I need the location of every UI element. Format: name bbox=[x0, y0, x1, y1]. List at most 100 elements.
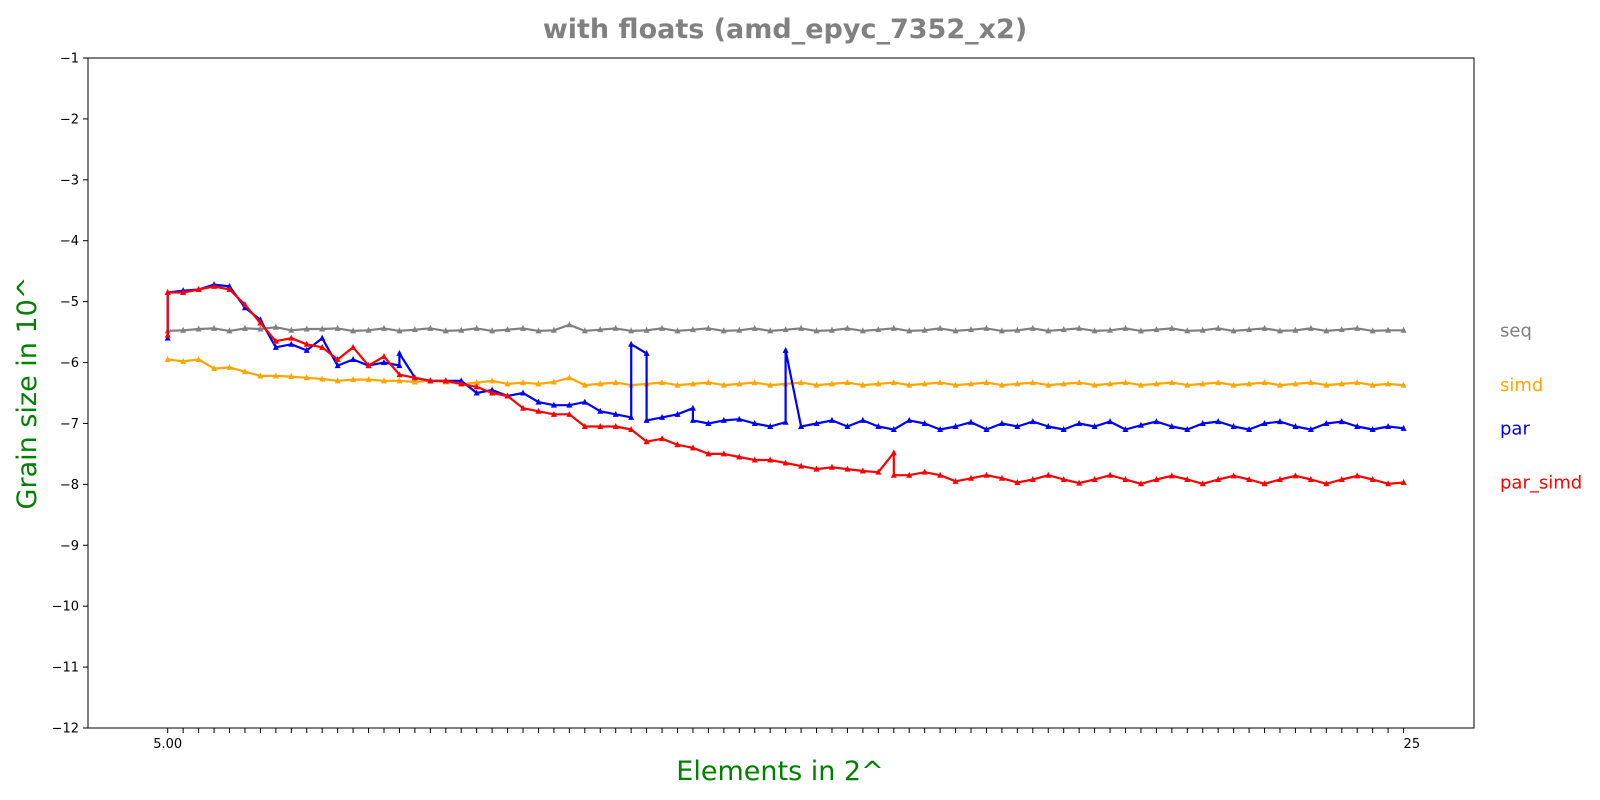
data-point bbox=[1168, 324, 1175, 331]
data-point bbox=[689, 326, 696, 333]
data-point bbox=[659, 324, 666, 331]
data-point bbox=[365, 376, 372, 383]
series-layer bbox=[164, 281, 1407, 487]
data-point bbox=[1076, 379, 1083, 386]
data-point bbox=[767, 327, 774, 334]
data-point bbox=[164, 334, 171, 341]
data-point bbox=[890, 426, 897, 433]
data-point bbox=[1230, 327, 1237, 334]
data-point bbox=[1369, 475, 1376, 482]
data-point bbox=[1307, 379, 1314, 386]
y-tick-label: −10 bbox=[52, 600, 79, 615]
x-tick-label-last: 25 bbox=[1404, 737, 1421, 752]
data-point bbox=[1261, 379, 1268, 386]
data-point bbox=[659, 435, 666, 442]
x-tick-label-first: 5.00 bbox=[153, 737, 182, 752]
data-point bbox=[1385, 380, 1392, 387]
data-point bbox=[1199, 419, 1206, 426]
data-point bbox=[581, 398, 588, 405]
data-point bbox=[1276, 327, 1283, 334]
y-tick-label: −2 bbox=[60, 112, 79, 127]
data-point bbox=[520, 404, 527, 411]
data-point bbox=[937, 379, 944, 386]
data-point bbox=[396, 362, 403, 369]
data-point bbox=[998, 327, 1005, 334]
data-point bbox=[983, 426, 990, 433]
data-point bbox=[1369, 426, 1376, 433]
data-point bbox=[1029, 418, 1036, 425]
data-point bbox=[828, 380, 835, 387]
data-point bbox=[535, 407, 542, 414]
data-point bbox=[813, 381, 820, 388]
data-point bbox=[489, 327, 496, 334]
data-point bbox=[844, 324, 851, 331]
data-point bbox=[1385, 326, 1392, 333]
data-point bbox=[1060, 426, 1067, 433]
data-point bbox=[767, 423, 774, 429]
data-point bbox=[612, 379, 619, 386]
data-point bbox=[1122, 379, 1129, 386]
data-point bbox=[674, 327, 681, 334]
y-tick-label: −11 bbox=[52, 661, 79, 676]
data-point bbox=[1276, 418, 1283, 425]
data-point bbox=[550, 326, 557, 333]
data-point bbox=[998, 381, 1005, 388]
data-point bbox=[1107, 380, 1114, 387]
data-point bbox=[921, 326, 928, 333]
data-point bbox=[504, 326, 511, 333]
data-point bbox=[458, 380, 465, 387]
data-point bbox=[535, 398, 542, 405]
data-point bbox=[473, 389, 480, 396]
y-axis-label: Grain size in 10^ bbox=[12, 277, 43, 510]
data-point bbox=[952, 327, 959, 334]
data-point bbox=[689, 416, 696, 423]
data-point bbox=[195, 285, 202, 292]
data-point bbox=[1246, 475, 1253, 482]
data-point bbox=[520, 324, 527, 331]
data-point bbox=[458, 326, 465, 333]
data-point bbox=[1014, 326, 1021, 333]
data-point bbox=[427, 377, 434, 384]
data-point bbox=[396, 349, 403, 356]
data-point bbox=[890, 324, 897, 331]
data-point bbox=[458, 377, 465, 384]
data-point bbox=[659, 379, 666, 386]
data-point bbox=[1014, 380, 1021, 387]
data-point bbox=[968, 380, 975, 387]
data-point bbox=[782, 326, 789, 333]
data-point bbox=[1060, 475, 1067, 482]
data-point bbox=[180, 289, 187, 295]
data-point bbox=[380, 359, 387, 366]
y-tick-label: −6 bbox=[60, 356, 79, 371]
data-point bbox=[597, 380, 604, 387]
data-point bbox=[875, 380, 882, 387]
data-point bbox=[906, 416, 913, 423]
data-point bbox=[520, 379, 527, 386]
data-point bbox=[1168, 423, 1175, 429]
data-point bbox=[998, 419, 1005, 426]
data-point bbox=[504, 392, 511, 399]
data-point bbox=[828, 326, 835, 333]
data-point bbox=[411, 374, 418, 381]
data-point bbox=[411, 326, 418, 333]
data-point bbox=[1354, 324, 1361, 331]
data-point bbox=[921, 380, 928, 387]
data-point bbox=[659, 413, 666, 420]
data-point bbox=[628, 426, 635, 433]
data-point bbox=[751, 456, 758, 463]
data-point bbox=[1385, 480, 1392, 487]
data-point bbox=[859, 467, 866, 474]
data-point bbox=[612, 410, 619, 417]
data-point bbox=[643, 438, 650, 445]
data-point bbox=[890, 379, 897, 386]
data-point bbox=[211, 282, 218, 289]
data-point bbox=[303, 325, 310, 332]
series-par bbox=[164, 281, 1407, 433]
data-point bbox=[643, 326, 650, 333]
data-point bbox=[473, 383, 480, 390]
data-point bbox=[319, 325, 326, 332]
data-point bbox=[736, 415, 743, 422]
data-point bbox=[1029, 379, 1036, 386]
data-point bbox=[1199, 326, 1206, 333]
data-point bbox=[1199, 380, 1206, 387]
